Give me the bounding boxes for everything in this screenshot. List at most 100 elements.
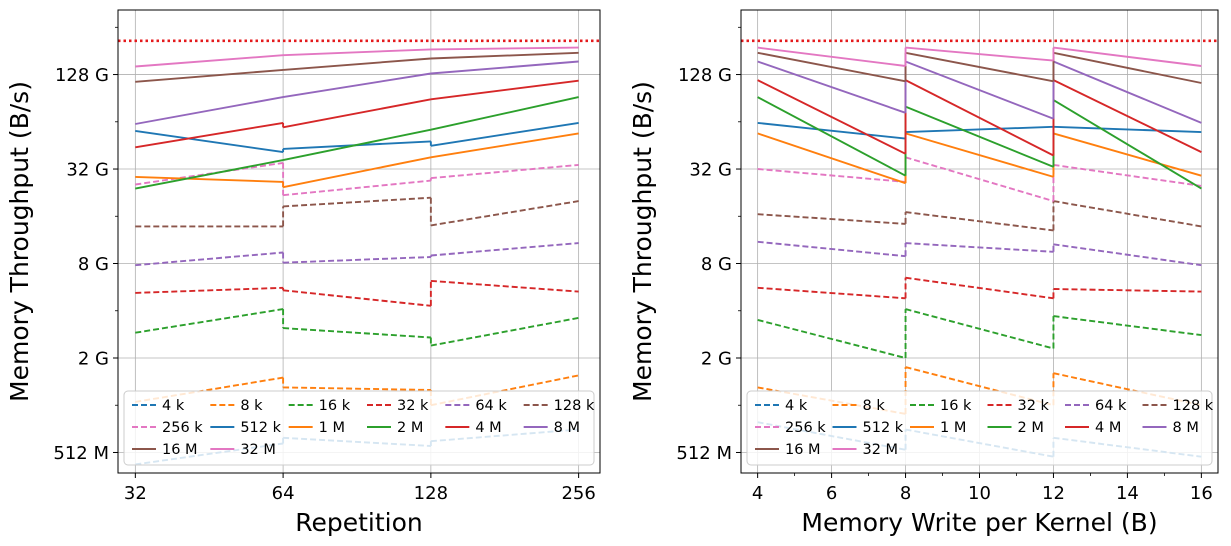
x-tick-label: 10 <box>968 483 991 504</box>
legend-entry: 32 M <box>863 442 899 458</box>
y-tick-label: 128 G <box>678 65 732 86</box>
data-line-segment <box>282 156 432 189</box>
data-line-segment <box>135 376 284 403</box>
legend-entry: 128 k <box>554 398 595 414</box>
legend-entry: 16 k <box>940 398 972 414</box>
legend-entry: 512 k <box>863 420 904 436</box>
series-64k <box>757 240 1202 267</box>
data-line-segment <box>283 256 431 264</box>
data-line-segment <box>430 60 579 75</box>
data-line-segment <box>135 96 284 125</box>
y-tick-label: 2 G <box>78 348 109 369</box>
y-axis-label: Memory Throughput (B/s) <box>5 81 34 402</box>
data-line-segment <box>905 276 1054 300</box>
data-line-segment <box>282 72 432 99</box>
x-tick-label: 256 <box>561 483 595 504</box>
y-tick-label: 128 G <box>55 65 109 86</box>
data-line-segment <box>1053 243 1202 267</box>
data-line-segment <box>905 211 1054 232</box>
data-line-segment <box>283 196 431 208</box>
data-line-segment <box>1053 288 1202 293</box>
data-line-segment <box>757 121 906 140</box>
data-line-segment <box>283 57 431 71</box>
data-line-segment <box>430 46 579 51</box>
data-line-segment <box>1053 315 1202 337</box>
x-axis-label: Memory Write per Kernel (B) <box>801 508 1157 537</box>
y-tick-label: 32 G <box>689 160 732 181</box>
y-tick-label: 8 G <box>78 254 109 275</box>
data-line-segment <box>135 121 284 149</box>
data-line-segment <box>905 156 1054 203</box>
legend-entry: 256 k <box>785 420 826 436</box>
data-line-segment <box>135 159 284 190</box>
data-line-segment <box>1053 79 1202 153</box>
data-line-segment <box>135 68 284 83</box>
data-line-segment <box>757 46 906 67</box>
y-axis-label: Memory Throughput (B/s) <box>628 81 657 402</box>
x-tick-label: 6 <box>826 483 837 504</box>
right-chart-panel: 4 6 8 10 12 14 16 512 M 2 G 8 G 32 G 128 G Memory Wr… <box>628 9 1219 537</box>
series-1M <box>135 132 579 189</box>
legend-entry: 4 M <box>475 420 501 436</box>
legend-entry: 8 k <box>240 398 263 414</box>
legend-entry: 4 k <box>162 398 185 414</box>
data-line-segment <box>282 128 432 162</box>
legend-entry: 16 M <box>785 442 821 458</box>
x-tick-label: 12 <box>1042 483 1065 504</box>
data-line-segment <box>757 132 906 185</box>
data-line-segment <box>430 200 579 227</box>
data-line-segment <box>1053 200 1202 228</box>
data-line-segment <box>1053 163 1202 187</box>
data-line-segment <box>430 163 579 180</box>
data-line-segment <box>905 242 1054 253</box>
data-line-segment <box>430 51 579 60</box>
series-8M <box>135 60 579 125</box>
legend: 4 k 8 k 16 k 32 k 64 k 128 k 256 k 512 k 1 M 2 M 4… <box>123 390 595 466</box>
data-line-segment <box>135 54 284 68</box>
legend-entry: 8 M <box>1173 420 1199 436</box>
data-line-segment <box>430 242 579 257</box>
left-chart-panel: 32 64 128 256 512 M 2 G 8 G 32 G 128 G Repetition… <box>5 9 601 537</box>
data-line-segment <box>283 327 431 339</box>
data-line-segment <box>283 386 431 391</box>
legend: 4 k 8 k 16 k 32 k 64 k 128 k 256 k 512 k 1 M 2 M 4… <box>746 390 1214 466</box>
x-tick-label: 16 <box>1190 483 1213 504</box>
data-line-segment <box>1053 60 1202 124</box>
data-line-segment <box>1053 46 1202 67</box>
data-line-segment <box>430 121 579 147</box>
y-tick-label: 8 G <box>701 254 732 275</box>
series-16M <box>757 51 1202 84</box>
legend-entry: 128 k <box>1173 398 1214 414</box>
data-line-segment <box>757 60 906 114</box>
y-tick-label: 512 M <box>53 443 109 464</box>
data-line-segment <box>757 318 906 359</box>
x-tick-label: 32 <box>124 483 147 504</box>
data-line-segment <box>430 279 579 293</box>
series-64k <box>135 242 579 267</box>
data-line-segment <box>1053 125 1202 134</box>
legend-entry: 4 k <box>785 398 808 414</box>
series-2M <box>135 96 579 190</box>
data-line-segment <box>1053 51 1202 84</box>
series-4M <box>135 79 579 149</box>
legend-entry: 256 k <box>162 420 203 436</box>
data-line-segment <box>905 60 1054 120</box>
legend-entry: 4 M <box>1095 420 1121 436</box>
series-512k <box>135 121 579 154</box>
legend-entry: 512 k <box>240 420 281 436</box>
data-line-segment <box>283 179 431 197</box>
series-128k <box>757 200 1202 232</box>
data-line-segment <box>905 125 1054 134</box>
legend-entry: 32 k <box>1018 398 1050 414</box>
series-32M <box>757 46 1202 67</box>
data-line-segment <box>430 374 579 407</box>
legend-entry: 32 k <box>397 398 429 414</box>
data-line-segment <box>757 213 906 225</box>
data-line-segment <box>905 308 1054 350</box>
x-tick-label: 128 <box>414 483 448 504</box>
data-line-segment <box>282 98 432 129</box>
series-16k <box>757 308 1202 359</box>
data-line-segment <box>135 175 284 183</box>
x-tick-label: 4 <box>752 483 763 504</box>
series-16M <box>135 51 579 83</box>
